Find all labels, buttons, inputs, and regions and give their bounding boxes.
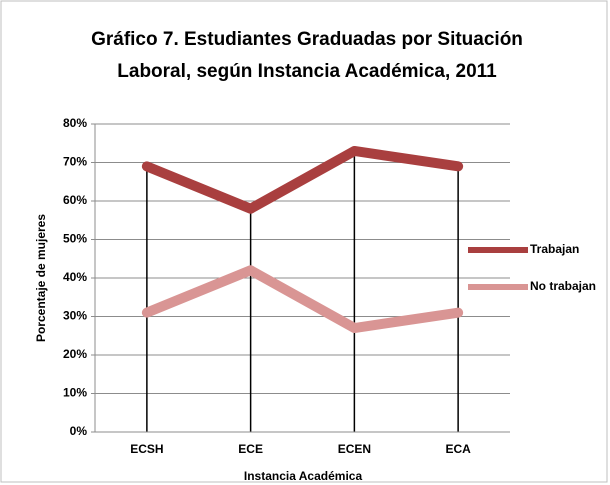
y-tick-label: 40% [63, 270, 87, 284]
x-tick-label: ECA [445, 442, 471, 456]
y-tick-label: 10% [63, 386, 87, 400]
y-tick-label: 20% [63, 347, 87, 361]
y-tick-label: 0% [70, 424, 88, 438]
chart-title: Laboral, según Instancia Académica, 2011 [117, 61, 497, 82]
y-tick-label: 50% [63, 232, 87, 246]
x-axis-label: Instancia Académica [244, 469, 363, 483]
legend-label: No trabajan [530, 279, 596, 293]
legend-label: Trabajan [530, 242, 579, 256]
x-tick-label: ECE [238, 442, 263, 456]
y-tick-label: 80% [63, 116, 87, 130]
chart-title: Gráfico 7. Estudiantes Graduadas por Sit… [91, 29, 523, 50]
x-tick-label: ECEN [338, 442, 371, 456]
y-tick-label: 30% [63, 309, 87, 323]
y-tick-label: 60% [63, 193, 87, 207]
series-line [141, 145, 464, 214]
y-tick-label: 70% [63, 155, 87, 169]
series-line [141, 265, 464, 334]
x-tick-label: ECSH [130, 442, 163, 456]
y-axis-label: Porcentaje de mujeres [34, 214, 48, 342]
